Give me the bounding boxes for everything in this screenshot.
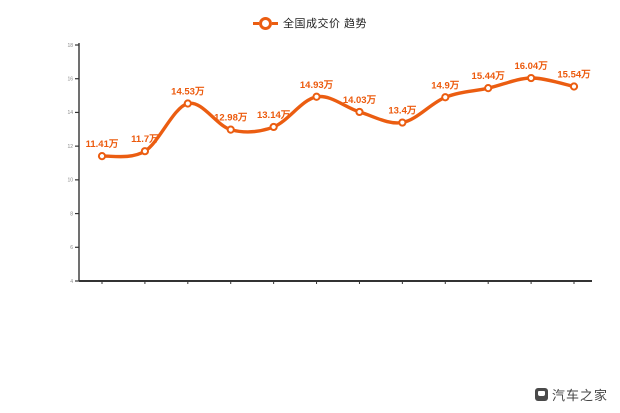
- data-point-label: 12.98万: [214, 113, 248, 124]
- data-point-marker: [312, 92, 321, 101]
- data-point-label: 11.41万: [86, 139, 119, 150]
- autohome-logo-icon: [534, 388, 548, 401]
- data-point-marker: [97, 151, 107, 161]
- data-point-marker: [484, 84, 493, 93]
- data-point-label: 15.54万: [557, 69, 591, 80]
- legend-donut-icon: [258, 16, 272, 30]
- y-axis-tick-label: 6: [70, 245, 73, 251]
- legend: 全国成交价 趋势: [0, 13, 620, 33]
- data-point-label: 13.4万: [388, 106, 416, 117]
- line-series-marker-icon: [252, 16, 278, 30]
- data-point-marker: [183, 99, 192, 108]
- data-point-marker: [269, 122, 278, 132]
- watermark-text: 汽车之家: [551, 388, 608, 403]
- data-point-marker: [398, 118, 407, 127]
- y-axis-tick-label: 18: [67, 43, 73, 49]
- data-point-label: 15.44万: [472, 71, 506, 82]
- legend-line-stub-left: [252, 21, 259, 25]
- data-point-label: 14.9万: [431, 80, 459, 91]
- data-point-marker: [569, 82, 579, 91]
- legend-label: 全国成交价 趋势: [282, 18, 368, 30]
- data-point-marker: [441, 93, 450, 102]
- y-axis-tick-label: 8: [70, 211, 73, 217]
- data-point-marker: [226, 125, 235, 134]
- y-axis-tick-label: 16: [67, 77, 73, 83]
- data-point-marker: [140, 147, 150, 156]
- data-point-label: 11.7万: [131, 134, 159, 145]
- data-point-label: 13.14万: [257, 110, 291, 121]
- data-point-label: 14.93万: [300, 80, 334, 91]
- data-point-label: 14.03万: [343, 95, 377, 106]
- data-point-marker: [526, 73, 536, 83]
- data-point-label: 16.04万: [514, 61, 548, 72]
- data-point-marker: [355, 107, 364, 117]
- data-point-label: 14.53万: [171, 86, 205, 97]
- watermark: 汽车之家: [534, 385, 608, 404]
- y-axis-tick-label: 12: [67, 144, 73, 150]
- y-axis-tick-label: 4: [70, 279, 73, 285]
- y-axis-tick-label: 14: [67, 110, 73, 116]
- y-axis-tick-label: 10: [67, 178, 73, 184]
- legend-line-stub-right: [271, 21, 278, 25]
